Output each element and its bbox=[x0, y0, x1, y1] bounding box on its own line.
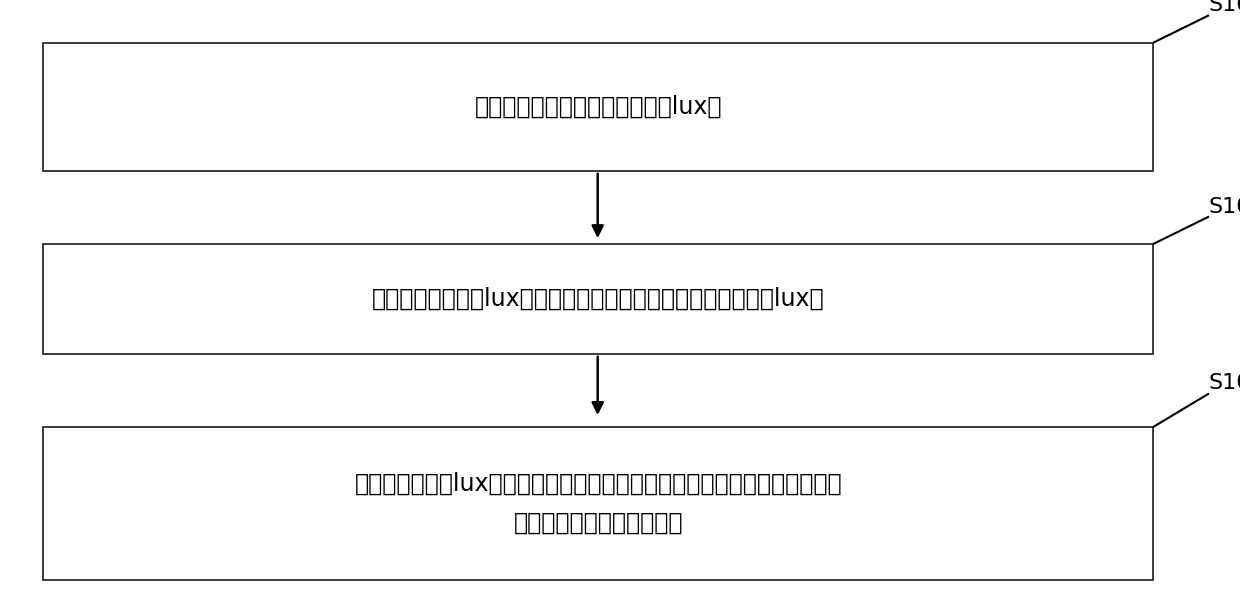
Bar bbox=[43, 43, 1153, 171]
Text: 采用设定时间间隔采样一个光感lux值: 采用设定时间间隔采样一个光感lux值 bbox=[475, 95, 722, 119]
Text: 对采样的多个光感lux值进行异常值剔除处理得到剔除后的光感lux值: 对采样的多个光感lux值进行异常值剔除处理得到剔除后的光感lux值 bbox=[372, 287, 825, 311]
Text: S102: S102 bbox=[1209, 196, 1240, 217]
Text: 将剔除后的光感lux值进行平滑处理得到平滑处理后的数据，将该平滑处理后
的数据调整抬头显示的亮度: 将剔除后的光感lux值进行平滑处理得到平滑处理后的数据，将该平滑处理后 的数据调… bbox=[355, 472, 842, 535]
Text: S103: S103 bbox=[1209, 373, 1240, 393]
Bar bbox=[43, 427, 1153, 580]
Bar bbox=[43, 244, 1153, 354]
Text: S101: S101 bbox=[1209, 0, 1240, 15]
